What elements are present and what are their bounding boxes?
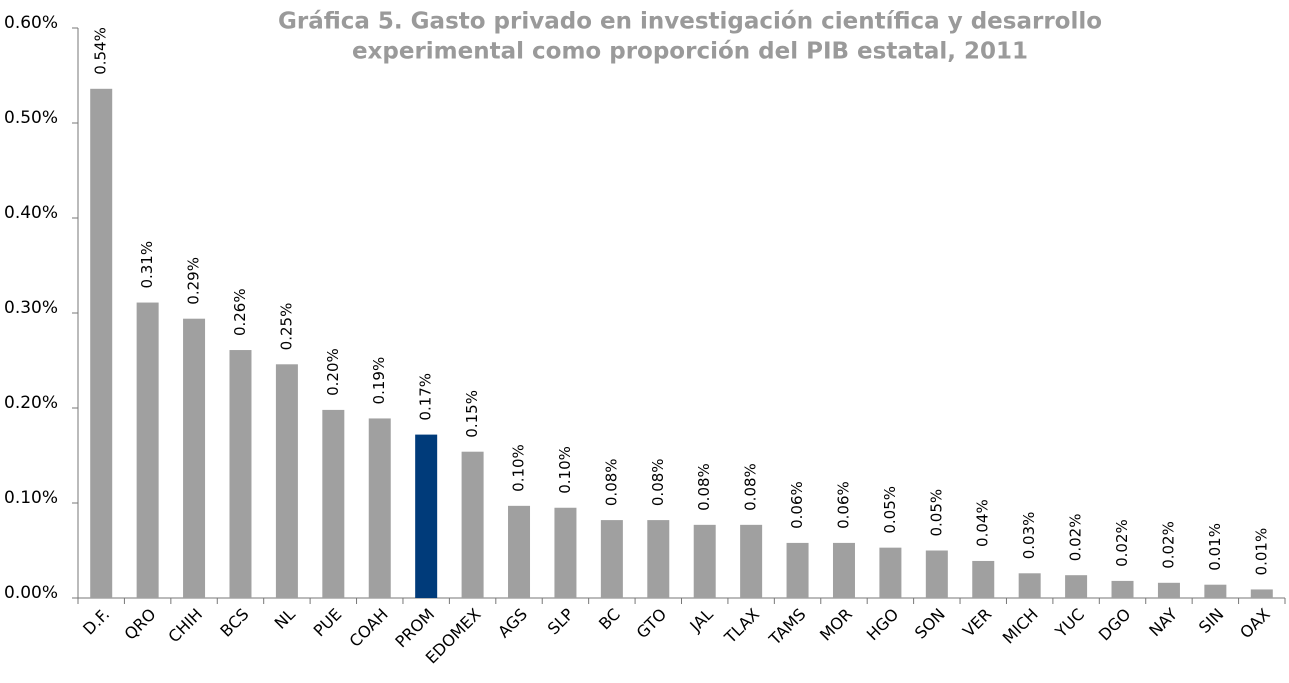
value-label: 0.06% <box>834 481 852 529</box>
bar <box>136 302 159 598</box>
x-tick-label: OAX <box>1236 605 1274 643</box>
bar <box>368 418 391 598</box>
x-tick-label: D.F. <box>79 605 113 639</box>
x-tick-label: NAY <box>1145 604 1181 640</box>
bar <box>1111 580 1134 598</box>
bar <box>925 550 948 598</box>
x-tick-label: QRO <box>121 605 160 644</box>
y-tick-label: 0.30% <box>4 298 58 318</box>
value-label: 0.06% <box>788 481 806 529</box>
value-label: 0.17% <box>417 373 435 421</box>
value-label: 0.05% <box>881 486 899 534</box>
y-tick-label: 0.40% <box>4 203 58 223</box>
x-tick-label: MICH <box>999 605 1042 648</box>
bar <box>229 350 252 598</box>
value-label: 0.10% <box>510 444 528 492</box>
bar <box>1250 589 1273 598</box>
value-label: 0.25% <box>277 303 295 351</box>
value-label: 0.08% <box>695 463 713 511</box>
bar <box>647 520 670 598</box>
value-label: 0.29% <box>185 257 203 305</box>
bar <box>415 434 438 598</box>
bar <box>972 560 995 598</box>
bar <box>554 507 577 598</box>
x-tick-label: VER <box>959 605 995 641</box>
x-tick-label: COAH <box>345 605 391 651</box>
value-label: 0.54% <box>92 27 110 75</box>
bar <box>786 542 809 598</box>
x-tick-label: HGO <box>863 605 903 645</box>
bar <box>183 318 206 598</box>
y-tick-label: 0.50% <box>4 108 58 128</box>
x-tick-label: SLP <box>544 604 578 638</box>
y-tick-label: 0.00% <box>4 583 58 603</box>
x-tick-label: NL <box>271 605 299 633</box>
value-label: 0.02% <box>1159 521 1177 569</box>
bar <box>600 520 623 598</box>
y-tick-label: 0.20% <box>4 393 58 413</box>
x-tick-label: MOR <box>816 605 856 645</box>
x-tick-label: CHIH <box>164 605 206 647</box>
bar <box>322 409 345 598</box>
value-label: 0.19% <box>370 357 388 405</box>
bar <box>1157 582 1180 598</box>
x-tick-label: BCS <box>216 605 252 641</box>
value-label: 0.01% <box>1206 523 1224 571</box>
x-tick-label: SON <box>911 605 949 643</box>
value-label: 0.20% <box>324 348 342 396</box>
x-tick-label: DGO <box>1095 605 1135 645</box>
x-tick-label: AGS <box>494 605 531 642</box>
value-label: 0.08% <box>602 458 620 506</box>
bar <box>508 505 531 598</box>
value-label: 0.04% <box>974 499 992 547</box>
bar <box>879 547 902 598</box>
x-tick-label: YUC <box>1051 605 1088 642</box>
value-label: 0.08% <box>649 458 667 506</box>
chart-title: Gráfica 5. Gasto privado en investigació… <box>278 9 1102 35</box>
value-label: 0.01% <box>1252 528 1270 576</box>
bar <box>1018 573 1041 598</box>
y-tick-label: 0.10% <box>4 488 58 508</box>
value-label: 0.31% <box>138 241 156 289</box>
value-label: 0.03% <box>1020 512 1038 560</box>
chart-title: experimental como proporción del PIB est… <box>352 39 1028 65</box>
x-tick-label: JAL <box>685 605 716 636</box>
bar <box>1204 584 1227 598</box>
value-label: 0.26% <box>231 288 249 336</box>
y-tick-label: 0.60% <box>4 13 58 33</box>
bar <box>90 88 113 599</box>
value-label: 0.15% <box>463 390 481 438</box>
bar <box>740 524 763 598</box>
value-label: 0.08% <box>742 463 760 511</box>
value-label: 0.02% <box>1113 519 1131 567</box>
bar <box>693 524 716 598</box>
x-tick-label: PUE <box>310 605 346 641</box>
bar <box>275 364 298 598</box>
x-tick-label: BC <box>595 605 624 634</box>
x-tick-label: GTO <box>633 605 671 643</box>
x-tick-label: SIN <box>1195 605 1227 637</box>
x-tick-label: TAMS <box>765 605 810 650</box>
value-label: 0.10% <box>556 446 574 494</box>
x-tick-label: TLAX <box>720 605 763 648</box>
value-label: 0.02% <box>1067 514 1085 562</box>
bar <box>832 542 855 598</box>
bar <box>461 451 484 598</box>
value-label: 0.05% <box>927 489 945 537</box>
bar <box>1065 575 1088 598</box>
